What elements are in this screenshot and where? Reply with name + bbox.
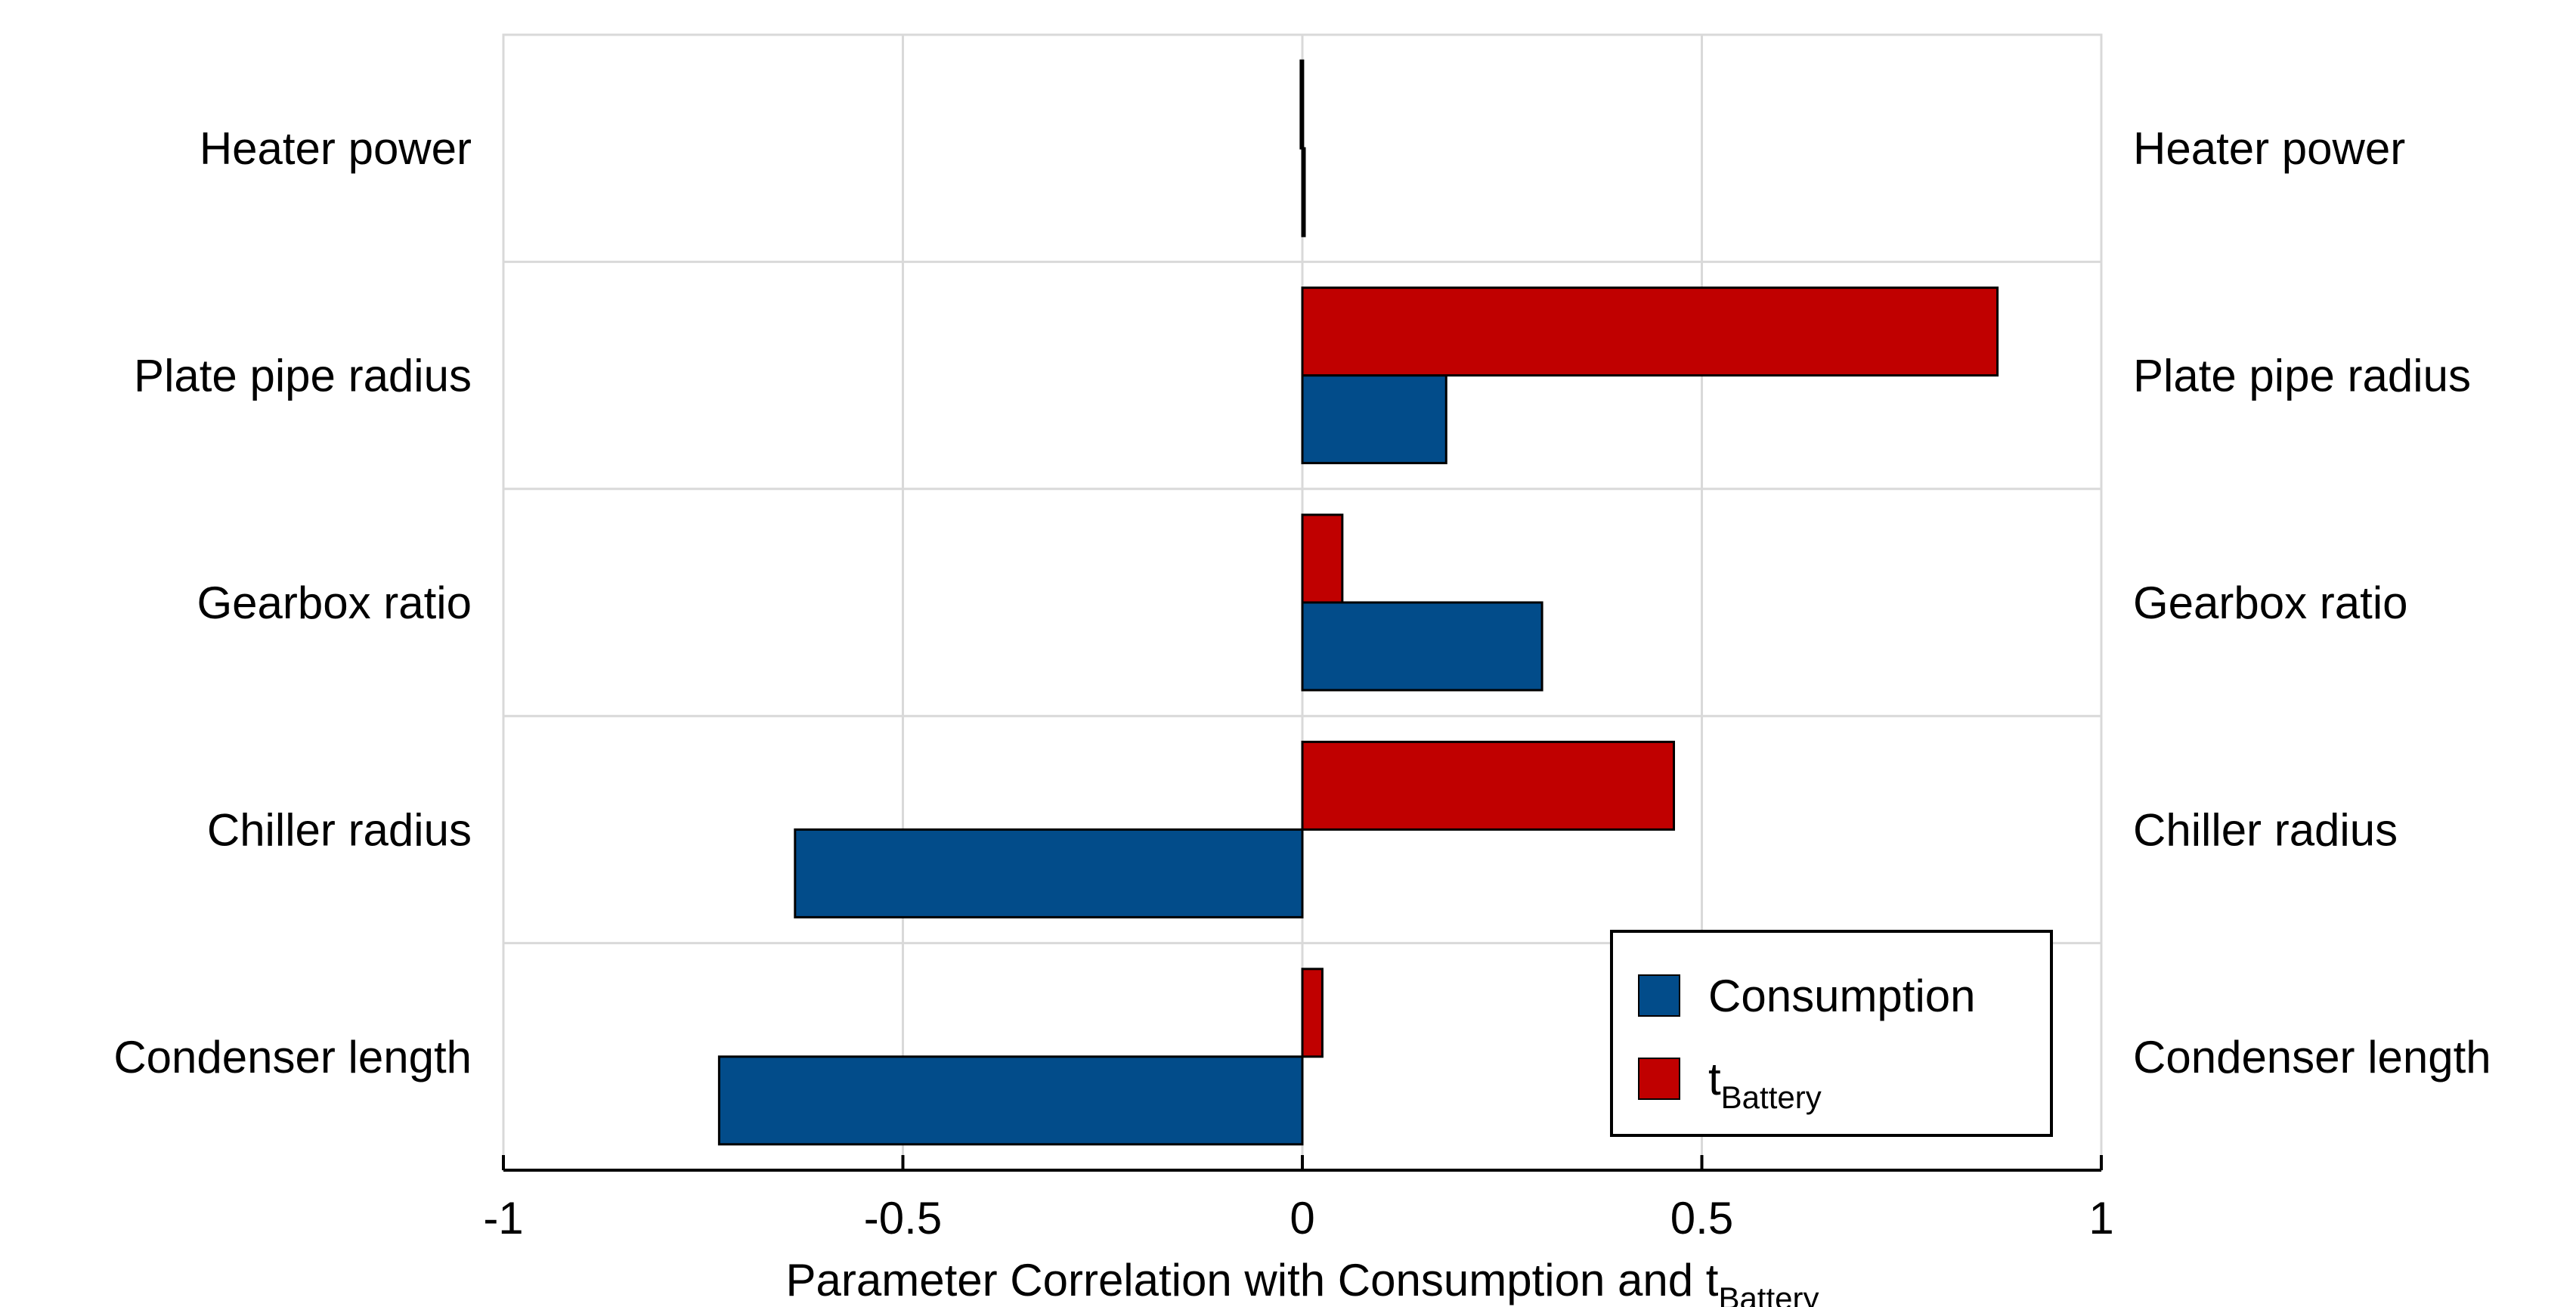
category-label-left-1: Plate pipe radius bbox=[134, 351, 472, 401]
bars bbox=[717, 59, 1999, 1146]
legend-label-t-battery: tBattery bbox=[1708, 1054, 1822, 1115]
x-tick-label-3: 0.5 bbox=[1670, 1193, 1733, 1244]
legend-swatch-t-battery bbox=[1638, 1058, 1680, 1100]
legend-swatch-consumption bbox=[1638, 974, 1680, 1017]
x-tick-label-4: 1 bbox=[2088, 1193, 2113, 1244]
category-label-right-4: Condenser length bbox=[2133, 1032, 2491, 1082]
category-label-right-3: Chiller radius bbox=[2133, 804, 2398, 855]
bar-t-battery-2 bbox=[1301, 513, 1344, 604]
bar-consumption-4 bbox=[717, 1055, 1304, 1146]
bar-consumption-0 bbox=[1301, 147, 1306, 237]
x-axis: -1 -0.5 0 0.5 1 bbox=[483, 1155, 2114, 1244]
bar-t-battery-0 bbox=[1299, 59, 1305, 150]
bar-t-battery-4 bbox=[1301, 968, 1324, 1058]
category-label-left-2: Gearbox ratio bbox=[197, 578, 472, 628]
x-tick-label-1: -0.5 bbox=[864, 1193, 942, 1244]
legend: Consumption tBattery bbox=[1610, 930, 2053, 1137]
x-tick-label-0: -1 bbox=[483, 1193, 523, 1244]
category-label-left-4: Condenser length bbox=[113, 1032, 472, 1082]
category-label-left-3: Chiller radius bbox=[207, 804, 472, 855]
bar-t-battery-1 bbox=[1301, 286, 1999, 377]
bar-consumption-2 bbox=[1301, 601, 1543, 692]
legend-label-t-battery-main: t bbox=[1708, 1054, 1721, 1104]
category-label-right-0: Heater power bbox=[2133, 123, 2405, 174]
x-tick-label-2: 0 bbox=[1290, 1193, 1314, 1244]
x-axis-title-subscript: Battery bbox=[1718, 1281, 1819, 1307]
bar-t-battery-3 bbox=[1301, 740, 1676, 831]
category-labels-right: Heater power Plate pipe radius Gearbox rat… bbox=[2133, 123, 2491, 1082]
category-label-left-0: Heater power bbox=[200, 123, 472, 174]
legend-label-t-battery-subscript: Battery bbox=[1721, 1079, 1822, 1115]
x-axis-title-main: Parameter Correlation with Consumption a… bbox=[786, 1255, 1719, 1305]
bar-consumption-1 bbox=[1301, 374, 1447, 465]
category-labels-left: Heater power Plate pipe radius Gearbox rat… bbox=[113, 123, 472, 1082]
legend-box bbox=[1610, 930, 2053, 1137]
legend-label-consumption: Consumption bbox=[1708, 971, 1976, 1021]
bar-consumption-3 bbox=[794, 828, 1304, 918]
x-axis-title: Parameter Correlation with Consumption a… bbox=[786, 1255, 1819, 1307]
category-label-right-1: Plate pipe radius bbox=[2133, 351, 2471, 401]
category-label-right-2: Gearbox ratio bbox=[2133, 578, 2408, 628]
